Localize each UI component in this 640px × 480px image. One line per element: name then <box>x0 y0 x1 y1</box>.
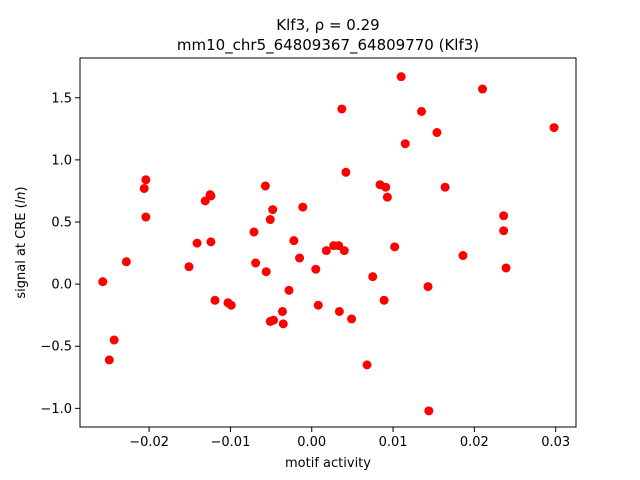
chart-subtitle: mm10_chr5_64809367_64809770 (Klf3) <box>177 36 479 55</box>
data-point <box>249 227 259 237</box>
data-point <box>260 181 270 191</box>
x-tick-label: 0.00 <box>297 435 326 450</box>
data-point <box>226 300 236 310</box>
data-point <box>265 215 275 225</box>
data-point <box>423 282 433 292</box>
y-tick-label: 1.0 <box>51 153 72 168</box>
x-axis: −0.02 −0.01 0.00 0.01 0.02 0.03 <box>129 427 570 450</box>
data-point <box>289 236 299 246</box>
data-point <box>278 319 288 329</box>
data-point <box>104 355 114 365</box>
x-tick-label: −0.02 <box>129 435 169 450</box>
y-axis-label-suffix: ) <box>14 186 29 191</box>
data-point <box>298 202 308 212</box>
data-point <box>269 315 279 325</box>
x-tick-label: −0.01 <box>211 435 251 450</box>
y-tick-label: 0.5 <box>51 216 72 231</box>
data-point <box>501 263 511 273</box>
data-point <box>321 246 331 256</box>
data-point <box>184 262 194 272</box>
data-point <box>381 182 391 192</box>
data-points <box>98 72 559 416</box>
data-point <box>192 238 202 248</box>
data-point <box>424 406 434 416</box>
data-point <box>295 253 305 263</box>
data-point <box>284 285 294 295</box>
data-point <box>337 104 347 114</box>
data-point <box>141 175 151 185</box>
data-point <box>139 183 149 193</box>
y-axis-label: signal at CRE (ln) <box>14 186 29 298</box>
y-axis: −1.0 −0.5 0.0 0.5 1.0 1.5 <box>40 91 80 417</box>
x-tick-label: 0.03 <box>541 435 570 450</box>
y-tick-label: 0.0 <box>51 278 72 293</box>
data-point <box>98 277 108 287</box>
y-tick-label: 1.5 <box>51 91 72 106</box>
data-point <box>382 192 392 202</box>
data-point <box>251 258 261 268</box>
data-point <box>339 246 349 256</box>
y-tick-label: −0.5 <box>40 340 72 355</box>
data-point <box>400 139 410 149</box>
plot-frame <box>79 57 577 428</box>
data-point <box>368 272 378 282</box>
data-point <box>396 72 406 82</box>
data-point <box>499 226 509 236</box>
data-point <box>347 314 357 324</box>
data-point <box>313 300 323 310</box>
data-point <box>341 167 351 177</box>
data-point <box>390 242 400 252</box>
data-point <box>477 84 487 94</box>
data-point <box>121 257 131 267</box>
data-point <box>362 360 372 370</box>
chart-title: Klf3, ρ = 0.29 <box>276 16 379 34</box>
data-point <box>549 123 559 133</box>
data-point <box>206 191 216 201</box>
data-point <box>268 205 278 215</box>
data-point <box>334 306 344 316</box>
data-point <box>499 211 509 221</box>
data-point <box>440 182 450 192</box>
data-point <box>261 267 271 277</box>
data-point <box>379 295 389 305</box>
x-axis-label: motif activity <box>285 456 371 471</box>
data-point <box>210 295 220 305</box>
x-tick-label: 0.01 <box>379 435 408 450</box>
y-axis-label-prefix: signal at CRE ( <box>14 203 29 298</box>
data-point <box>417 106 427 116</box>
x-tick-label: 0.02 <box>460 435 489 450</box>
data-point <box>277 306 287 316</box>
data-point <box>432 128 442 138</box>
data-point <box>458 251 468 261</box>
y-tick-label: −1.0 <box>40 402 72 417</box>
data-point <box>206 237 216 247</box>
data-point <box>109 335 119 345</box>
data-point <box>311 264 321 274</box>
y-axis-label-unit: ln <box>14 191 29 203</box>
data-point <box>141 212 151 222</box>
